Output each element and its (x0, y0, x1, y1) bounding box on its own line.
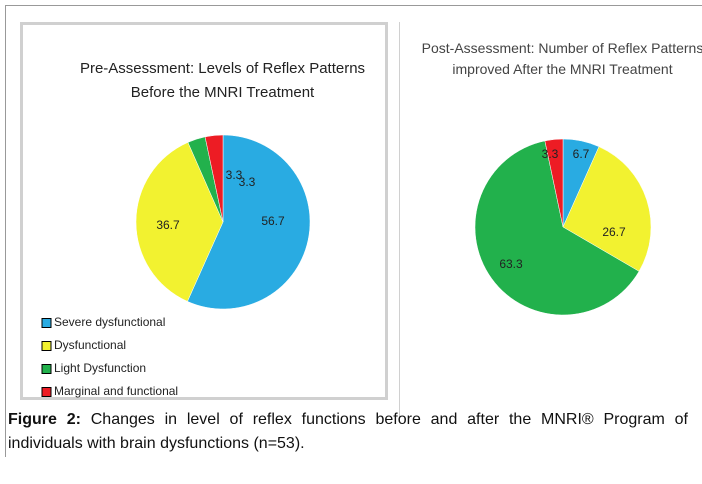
data-label: 36.7 (156, 218, 180, 232)
pie-slice (204, 134, 224, 223)
pie-slice (187, 134, 311, 310)
legend-swatch (41, 387, 52, 397)
caption-text: Changes in level of reflex functions bef… (8, 411, 688, 452)
data-label: 3.3 (226, 168, 243, 182)
data-label: 3.3 (239, 175, 256, 189)
pie-slice (135, 142, 224, 302)
data-label: 63.3 (499, 257, 523, 271)
chart-frame (20, 22, 388, 400)
legend-label: Marginal and functional (54, 384, 178, 398)
legend-swatch (41, 318, 52, 328)
pie-slice (544, 138, 564, 228)
chart-title: Pre-Assessment: Levels of Reflex Pattern… (79, 60, 366, 101)
data-label: 3.3 (542, 147, 559, 161)
chart-title: Post-Assessment: Number of Reflex Patter… (421, 40, 702, 77)
pie-slice (474, 140, 640, 316)
legend-label: Dysfunctional (54, 338, 126, 352)
legend-label: Light Dysfunction (54, 361, 146, 375)
legend-swatch (41, 364, 52, 374)
data-label: 56.7 (261, 214, 285, 228)
data-label: 26.7 (602, 225, 626, 239)
caption: Figure 2: Changes in level of reflex fun… (8, 408, 688, 456)
data-label: 6.7 (573, 147, 590, 161)
pie-slice (562, 146, 652, 272)
figure-frame (5, 5, 702, 457)
chart-frame (399, 22, 694, 418)
legend-label: Severe dysfunctional (54, 315, 165, 329)
legend-swatch (41, 341, 52, 351)
caption-label: Figure 2: (8, 411, 81, 428)
